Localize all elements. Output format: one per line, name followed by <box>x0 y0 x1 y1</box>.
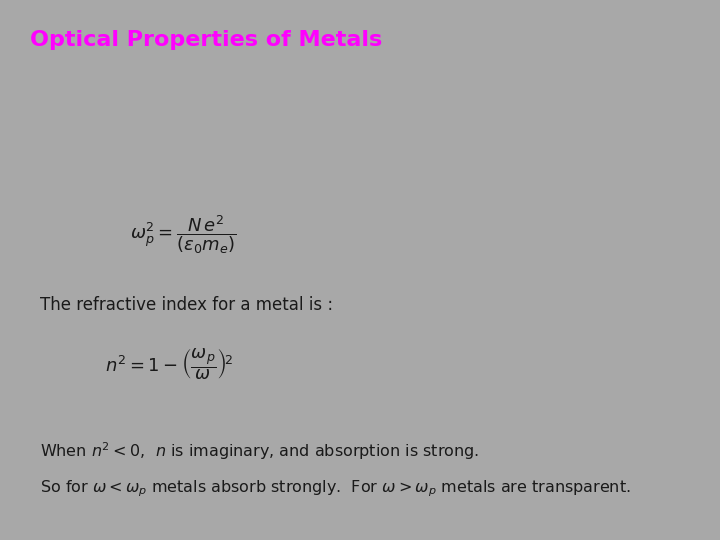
Text: So for $\omega < \omega_p$ metals absorb strongly.  For $\omega > \omega_p$ meta: So for $\omega < \omega_p$ metals absorb… <box>40 478 630 499</box>
Text: When $n^2 < 0,$ $\,n$ is imaginary, and absorption is strong.: When $n^2 < 0,$ $\,n$ is imaginary, and … <box>40 440 479 462</box>
Text: Optical Properties of Metals: Optical Properties of Metals <box>30 30 382 50</box>
Text: $\omega_p^2 = \dfrac{N\, e^2}{(\varepsilon_0 m_e)}$: $\omega_p^2 = \dfrac{N\, e^2}{(\varepsil… <box>130 213 237 256</box>
Text: The refractive index for a metal is :: The refractive index for a metal is : <box>40 296 333 314</box>
Text: $n^2 = 1 - \left(\dfrac{\omega_p}{\omega}\right)^{\!2}$: $n^2 = 1 - \left(\dfrac{\omega_p}{\omega… <box>105 347 233 382</box>
